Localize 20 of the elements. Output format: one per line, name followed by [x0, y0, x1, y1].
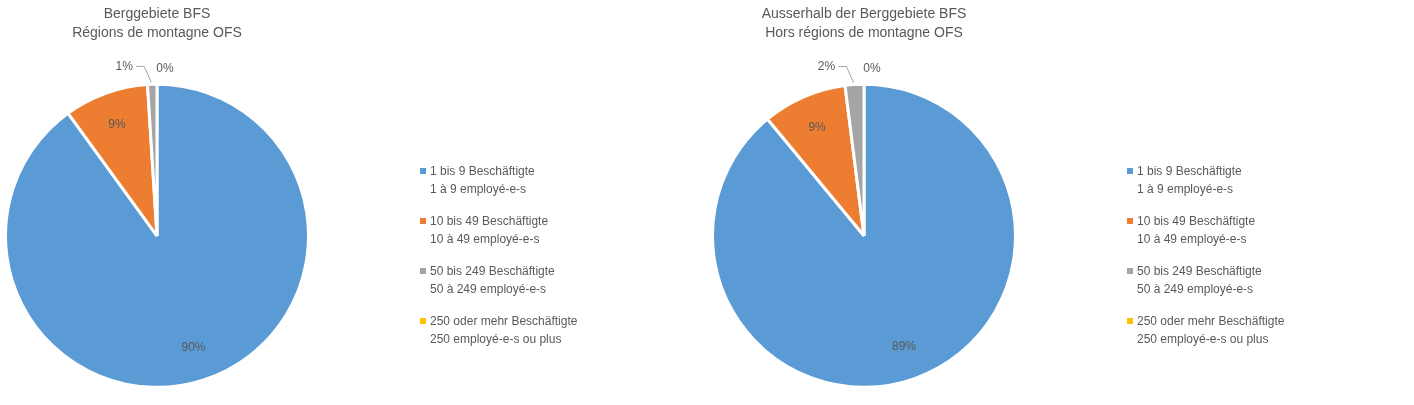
data-label: 9% — [808, 119, 827, 134]
legend-label: 10 bis 49 Beschäftigte 10 à 49 employé-e-s — [1137, 213, 1256, 248]
data-label: 2% — [817, 58, 836, 73]
chart-title: Ausserhalb der Berggebiete BFS — [761, 5, 967, 22]
legend-label: 250 oder mehr Beschäftigte 250 employé-e-s ou plus — [1137, 313, 1285, 348]
legend-label: 250 oder mehr Beschäftigte 250 employé-e-s ou plus — [430, 313, 578, 348]
text: 0% — [863, 60, 881, 75]
text: 0% — [156, 60, 174, 75]
legend-label: 10 bis 49 Beschäftigte 10 à 49 employé-e-s — [430, 213, 549, 248]
chart-title: Berggebiete BFS — [103, 5, 211, 22]
data-label: 9% — [108, 116, 126, 131]
legend-label: 1 bis 9 Beschäftigte 1 à 9 employé-e-s — [1137, 163, 1242, 198]
data-label: 90% — [181, 340, 206, 355]
data-label: 1% — [115, 58, 134, 73]
chart-subtitle: Hors régions de montagne OFS — [765, 24, 963, 41]
legend-label: 1 bis 9 Beschäftigte 1 à 9 employé-e-s — [430, 163, 535, 198]
legend-label: 50 bis 249 Beschäftigte 50 à 249 employé-e-s — [430, 263, 555, 298]
chart-subtitle: Régions de montagne OFS — [72, 24, 242, 41]
legend-label: 50 bis 249 Beschäftigte 50 à 249 employé-e-s — [1137, 263, 1262, 298]
data-label: 89% — [892, 339, 917, 354]
